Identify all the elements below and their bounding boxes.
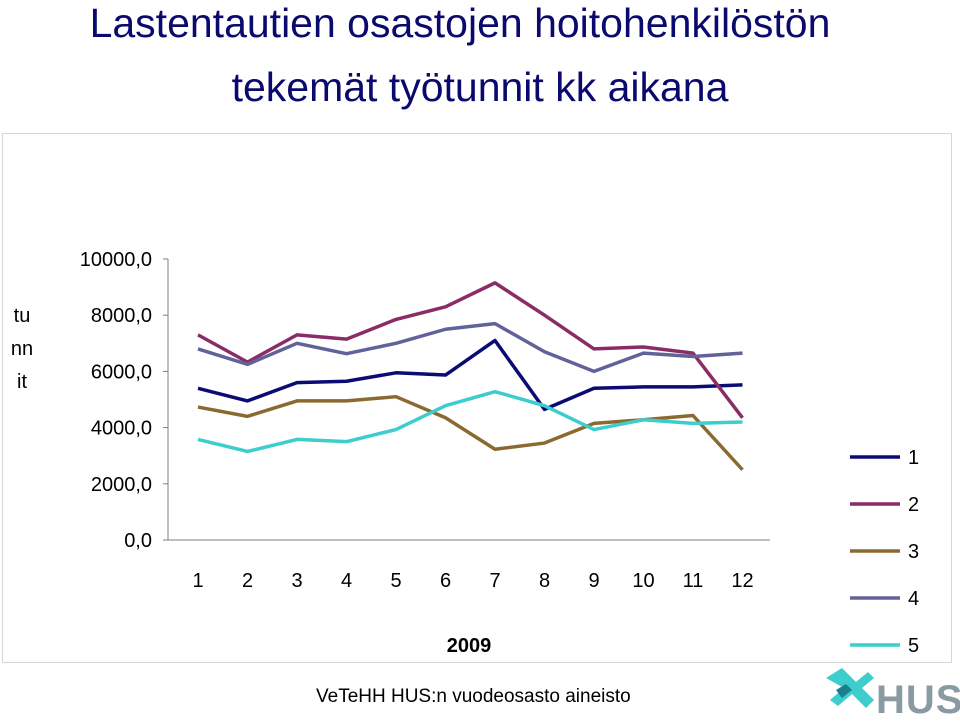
- chart-title-line1: Lastentautien osastojen hoitohenkilöstön: [89, 0, 831, 46]
- y-axis-label: tunnit: [10, 305, 34, 393]
- y-tick-label: 4000,0: [91, 418, 152, 440]
- series-line-3: [197, 394, 744, 471]
- source-footer: VeTeHH HUS:n vuodeosasto aineisto: [316, 686, 631, 707]
- y-tick-label: 0,0: [124, 530, 152, 552]
- x-tick-label: 6: [440, 570, 451, 592]
- hus-logo-icon: [826, 668, 874, 708]
- series-line-4: [197, 321, 743, 374]
- y-tick-label: 8000,0: [91, 305, 152, 327]
- legend-label-3: 3: [908, 541, 919, 563]
- x-tick-label: 7: [489, 570, 500, 592]
- x-tick-label: 2: [242, 570, 253, 592]
- y-tick-label: 6000,0: [91, 361, 152, 383]
- chart-frame: [2, 133, 952, 663]
- x-tick-label: 4: [341, 570, 352, 592]
- x-tick-label: 9: [588, 570, 599, 592]
- y-tick-label: 10000,0: [80, 249, 152, 271]
- legend-label-4: 4: [908, 588, 919, 610]
- legend-label-2: 2: [908, 494, 919, 516]
- legend-label-1: 1: [908, 447, 919, 469]
- x-tick-label: 3: [291, 570, 302, 592]
- chart-title-line2: tekemät työtunnit kk aikana: [231, 64, 729, 110]
- x-tick-label: 8: [539, 570, 550, 592]
- series-line-5: [197, 389, 743, 454]
- series-line-1: [197, 338, 743, 412]
- y-tick-label: 2000,0: [91, 474, 152, 496]
- x-tick-label: 5: [390, 570, 401, 592]
- x-axis-title: 2009: [447, 635, 492, 657]
- x-tick-label: 10: [632, 570, 654, 592]
- hus-logo-text: HUS: [876, 678, 960, 722]
- legend-label-5: 5: [908, 635, 919, 657]
- series-line-2: [197, 281, 744, 419]
- x-tick-label: 1: [192, 570, 203, 592]
- x-tick-label: 12: [731, 570, 753, 592]
- x-tick-label: 11: [683, 570, 704, 592]
